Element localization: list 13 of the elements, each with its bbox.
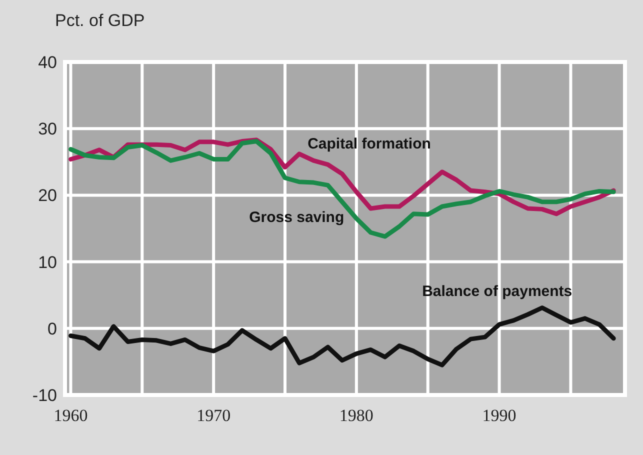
x-tick-label: 1960: [54, 406, 88, 425]
y-tick-label: 20: [38, 186, 57, 206]
y-tick-label: 30: [38, 120, 57, 139]
x-tick-label: 1970: [196, 406, 231, 425]
line-series: [68, 139, 616, 239]
y-tick-label: 40: [38, 52, 57, 72]
x-tick-label: 1980: [339, 406, 374, 425]
line-series: [68, 306, 616, 368]
x-tick-label: 1990: [482, 406, 516, 425]
y-tick-label: 10: [38, 252, 57, 272]
y-tick-label: -10: [32, 386, 57, 405]
y-axis-title: Pct. of GDP: [55, 11, 145, 30]
y-tick-label: 0: [48, 319, 57, 338]
